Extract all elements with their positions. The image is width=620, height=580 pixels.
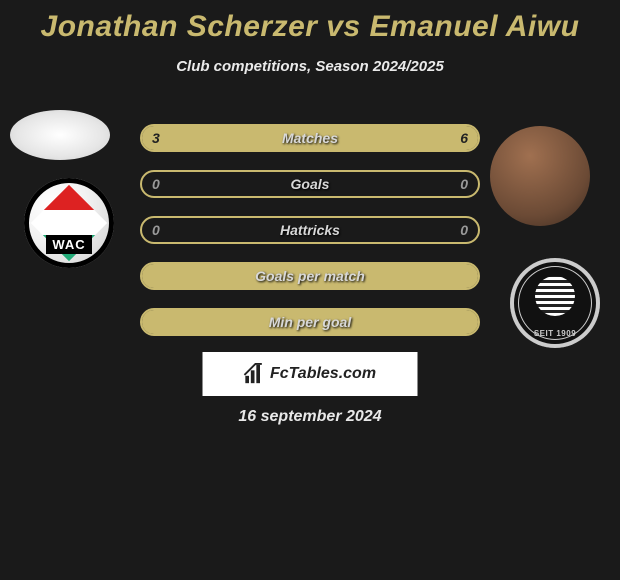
stat-row-min-per-goal: Min per goal (140, 308, 480, 336)
stat-value-right: 0 (460, 176, 468, 192)
stat-value-left: 0 (152, 176, 160, 192)
stat-row-goals: 0 Goals 0 (140, 170, 480, 198)
club-logo-left-abbr: WAC (46, 235, 91, 254)
stat-value-left: 3 (152, 130, 160, 146)
stat-value-left: 0 (152, 222, 160, 238)
stat-row-hattricks: 0 Hattricks 0 (140, 216, 480, 244)
player-right-avatar (490, 126, 590, 226)
stat-label: Goals per match (255, 268, 365, 284)
stat-label: Goals (291, 176, 330, 192)
stat-value-right: 6 (460, 130, 468, 146)
date-text: 16 september 2024 (0, 408, 620, 426)
player-left-avatar (10, 110, 110, 160)
club-logo-left: WAC (24, 178, 114, 268)
bar-chart-icon (244, 363, 266, 385)
club-logo-right-ball (535, 276, 575, 316)
stat-label: Min per goal (269, 314, 351, 330)
page-subtitle: Club competitions, Season 2024/2025 (0, 58, 620, 75)
stat-label: Matches (282, 130, 338, 146)
brand-text: FcTables.com (270, 365, 376, 383)
stat-label: Hattricks (280, 222, 340, 238)
club-logo-right: SEIT 1909 (510, 258, 600, 348)
page-title: Jonathan Scherzer vs Emanuel Aiwu (0, 0, 620, 44)
stat-row-goals-per-match: Goals per match (140, 262, 480, 290)
stat-bars: 3 Matches 6 0 Goals 0 0 Hattricks 0 Goal… (140, 124, 480, 354)
club-logo-right-since: SEIT 1909 (534, 329, 576, 338)
stat-row-matches: 3 Matches 6 (140, 124, 480, 152)
stat-value-right: 0 (460, 222, 468, 238)
brand-box: FcTables.com (203, 352, 418, 396)
